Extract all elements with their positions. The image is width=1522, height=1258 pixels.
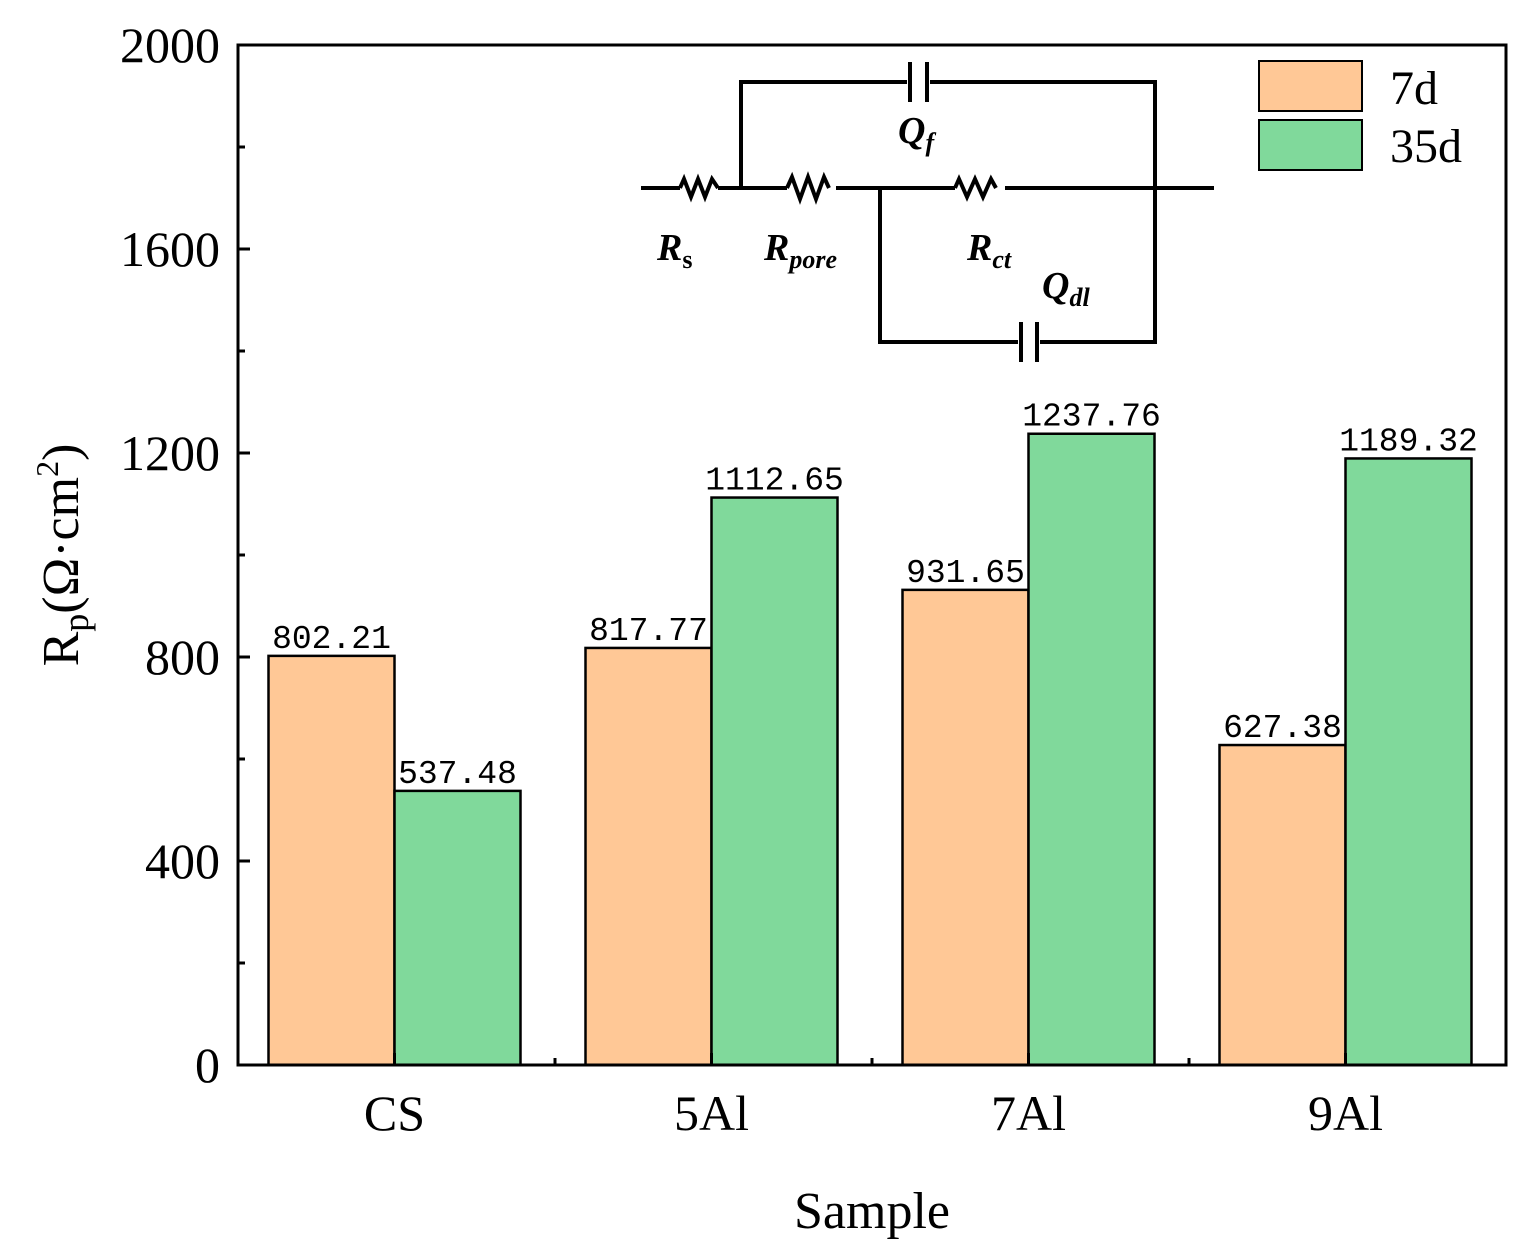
data-label: 1112.65 (705, 463, 844, 500)
legend-label-7d: 7d (1390, 62, 1438, 115)
data-label: 817.77 (589, 613, 708, 650)
x-tick-label: CS (364, 1085, 425, 1141)
y-tick-label: 800 (145, 629, 220, 685)
data-label: 537.48 (398, 756, 517, 793)
legend: 7d 35d (1258, 60, 1462, 173)
label-rpore: Rpore (763, 227, 837, 274)
x-axis-title: Sample (794, 1183, 950, 1240)
data-label-group: 802.21 537.48 817.77 1112.65 931.65 1237.76 62… (272, 399, 1478, 793)
bar-group (267, 432, 1473, 1067)
data-label: 802.21 (272, 621, 391, 658)
capacitor-qf (908, 62, 929, 102)
data-label: 931.65 (906, 555, 1025, 592)
bar-35d-CS (393, 789, 522, 1067)
y-axis-ticks: 0 400 800 1200 1600 2000 (120, 17, 250, 1093)
x-tick-label: 5Al (674, 1085, 749, 1141)
equivalent-circuit-diagram: Rs Rpore Rct Qf Qdl (641, 62, 1214, 362)
data-label: 1189.32 (1339, 423, 1478, 460)
circuit-wire-qf (739, 80, 1157, 188)
bar-7d-7Al (901, 588, 1030, 1067)
y-tick-label: 400 (145, 833, 220, 889)
data-label: 627.38 (1223, 710, 1342, 747)
y-tick-label: 2000 (120, 17, 220, 73)
resistor-rpore (785, 171, 831, 205)
label-qf: Qf (898, 110, 936, 157)
bar-35d-5Al (710, 496, 839, 1067)
y-axis-title: Rp(Ω·cm2) (29, 444, 96, 667)
bar-7d-9Al (1218, 743, 1347, 1067)
y-tick-label: 1200 (120, 425, 220, 481)
data-label: 1237.76 (1022, 399, 1161, 436)
x-tick-label: 9Al (1308, 1085, 1383, 1141)
bar-7d-CS (267, 654, 396, 1067)
legend-swatch-7d (1258, 60, 1363, 112)
label-rct: Rct (966, 227, 1012, 274)
circuit-wire-qdl (878, 188, 1157, 344)
y-tick-label: 1600 (120, 221, 220, 277)
label-rs: Rs (656, 227, 692, 274)
label-qdl: Qdl (1042, 265, 1090, 312)
x-axis-ticks: CS 5Al 7Al 9Al (364, 1053, 1383, 1141)
legend-label-35d: 35d (1390, 120, 1462, 173)
bar-35d-7Al (1027, 432, 1156, 1067)
resistor-rs (678, 173, 720, 203)
resistor-rct (953, 174, 998, 202)
bar-35d-9Al (1344, 457, 1473, 1067)
x-tick-label: 7Al (991, 1085, 1066, 1141)
y-tick-label: 0 (195, 1037, 220, 1093)
bar-7d-5Al (584, 646, 713, 1067)
legend-swatch-35d (1258, 119, 1363, 171)
capacitor-qdl (1019, 322, 1039, 362)
